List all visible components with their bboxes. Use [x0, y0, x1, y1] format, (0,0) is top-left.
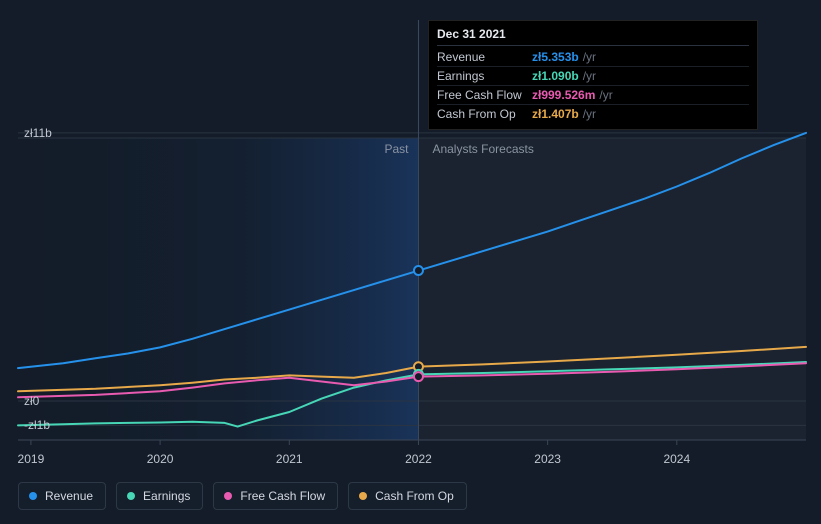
chart-tooltip: Dec 31 2021 Revenuezł5.353b/yrEarningszł… [428, 20, 758, 130]
legend-label: Earnings [143, 489, 190, 503]
past-section-label: Past [378, 140, 414, 158]
legend-item-cfo[interactable]: Cash From Op [348, 482, 467, 510]
legend-swatch [224, 492, 232, 500]
legend-label: Revenue [45, 489, 93, 503]
legend-swatch [29, 492, 37, 500]
tooltip-row-label: Earnings [437, 69, 532, 83]
chart-legend: Revenue Earnings Free Cash Flow Cash From O… [18, 482, 467, 510]
marker-fcf [414, 372, 423, 381]
x-tick-label: 2024 [663, 452, 690, 466]
tooltip-title: Dec 31 2021 [437, 27, 749, 46]
tooltip-row-value: zł999.526m [532, 88, 595, 102]
legend-item-revenue[interactable]: Revenue [18, 482, 106, 510]
tooltip-row-unit: /yr [599, 88, 612, 102]
y-tick-label: -zł1b [24, 418, 50, 432]
y-tick-label: zł11b [24, 126, 52, 140]
x-tick-label: 2022 [405, 452, 432, 466]
tooltip-row-value: zł1.090b [532, 69, 579, 83]
tooltip-row: Earningszł1.090b/yr [437, 67, 749, 86]
legend-swatch [359, 492, 367, 500]
x-tick-label: 2021 [276, 452, 303, 466]
tooltip-row: Free Cash Flowzł999.526m/yr [437, 86, 749, 105]
tooltip-row-label: Revenue [437, 50, 532, 64]
legend-swatch [127, 492, 135, 500]
tooltip-row-value: zł5.353b [532, 50, 579, 64]
x-tick-label: 2020 [147, 452, 174, 466]
x-tick-label: 2023 [534, 452, 561, 466]
legend-item-fcf[interactable]: Free Cash Flow [213, 482, 338, 510]
forecast-section-label: Analysts Forecasts [426, 140, 539, 158]
tooltip-row-unit: /yr [583, 50, 596, 64]
legend-label: Free Cash Flow [240, 489, 325, 503]
tooltip-row-label: Free Cash Flow [437, 88, 532, 102]
x-tick-label: 2019 [18, 452, 45, 466]
y-tick-label: zł0 [24, 394, 39, 408]
tooltip-row-unit: /yr [583, 107, 596, 121]
legend-label: Cash From Op [375, 489, 454, 503]
tooltip-row: Revenuezł5.353b/yr [437, 48, 749, 67]
financials-forecast-chart: zł11b zł0 -zł1b 2019 2020 2021 2022 2023 2024 P… [0, 0, 821, 524]
tooltip-row-unit: /yr [583, 69, 596, 83]
marker-revenue [414, 266, 423, 275]
tooltip-row-value: zł1.407b [532, 107, 579, 121]
tooltip-row: Cash From Opzł1.407b/yr [437, 105, 749, 123]
legend-item-earnings[interactable]: Earnings [116, 482, 203, 510]
tooltip-row-label: Cash From Op [437, 107, 532, 121]
